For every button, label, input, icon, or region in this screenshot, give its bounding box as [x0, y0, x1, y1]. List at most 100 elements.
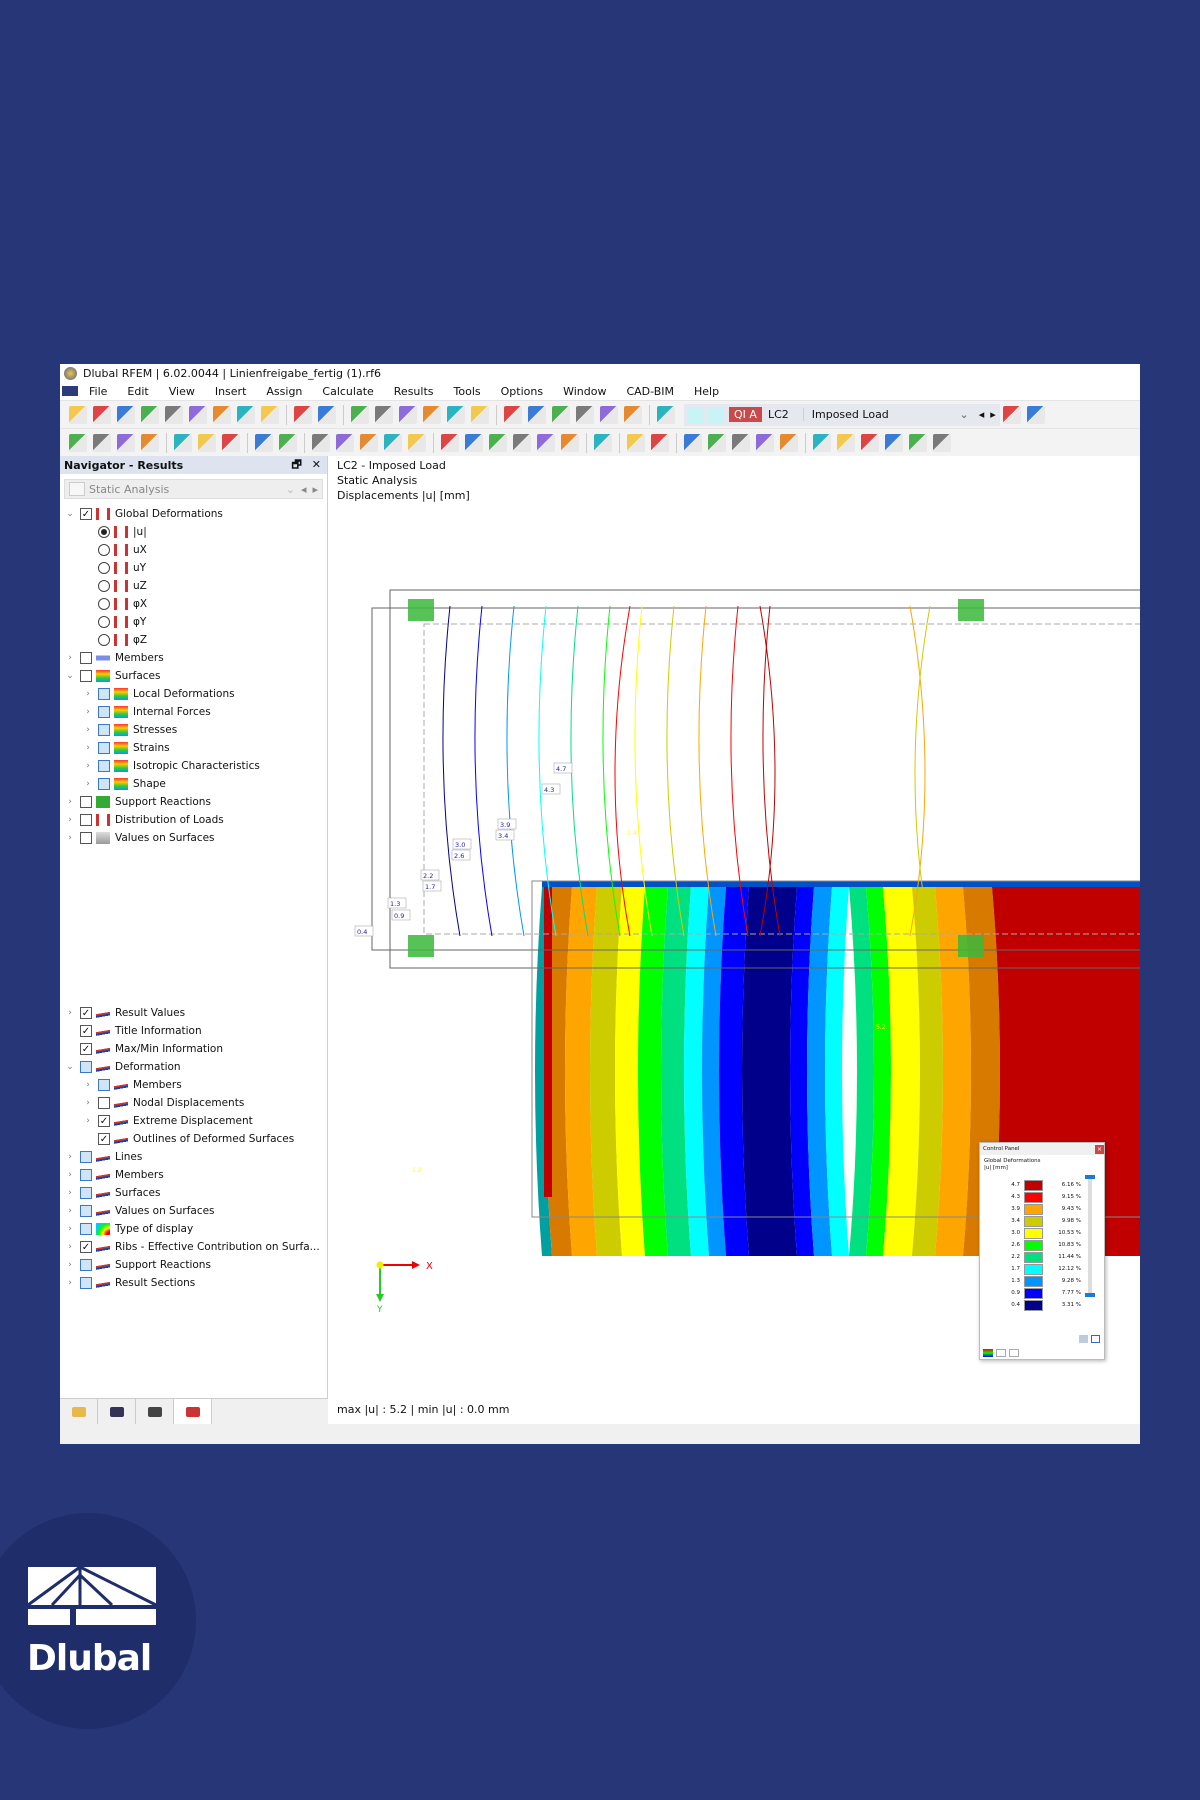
- checkbox[interactable]: [80, 832, 92, 844]
- tree-item[interactable]: uZ: [60, 577, 327, 595]
- recycle-tab-icon[interactable]: [996, 1349, 1006, 1357]
- result-line3-icon[interactable]: [861, 433, 879, 452]
- tree-item[interactable]: › ✓ Ribs - Effective Contribution on Surfa…: [60, 1238, 328, 1256]
- checkbox[interactable]: [98, 760, 110, 772]
- radio-button[interactable]: [98, 616, 110, 628]
- table-icon[interactable]: [351, 405, 369, 424]
- tree-item[interactable]: ✓ Max/Min Information: [60, 1040, 328, 1058]
- surface-result-icon[interactable]: [708, 433, 726, 452]
- chevron-right-icon[interactable]: ›: [86, 689, 90, 699]
- tree-item[interactable]: › Strains: [60, 739, 327, 757]
- print-icon[interactable]: [213, 405, 231, 424]
- load-up-icon[interactable]: [624, 405, 642, 424]
- tree-item[interactable]: › Internal Forces: [60, 703, 327, 721]
- menu-results[interactable]: Results: [393, 384, 434, 398]
- chevron-down-icon[interactable]: ⌄: [66, 671, 74, 681]
- line-result-icon[interactable]: [780, 433, 798, 452]
- tree-item[interactable]: › Local Deformations: [60, 685, 327, 703]
- checkbox[interactable]: [80, 1205, 92, 1217]
- tree-item[interactable]: › Stresses: [60, 721, 327, 739]
- tree-item[interactable]: › Lines: [60, 1148, 328, 1166]
- float-panel-icon[interactable]: 🗗: [291, 457, 302, 471]
- tree-item[interactable]: › ✓ Result Values: [60, 1004, 328, 1022]
- member-support-icon[interactable]: [198, 433, 216, 452]
- solid-result-icon[interactable]: [732, 433, 750, 452]
- smooth-icon[interactable]: [909, 433, 927, 452]
- checkbox[interactable]: [80, 1223, 92, 1235]
- nodal-load-icon[interactable]: [441, 433, 459, 452]
- color-table-icon[interactable]: [399, 405, 417, 424]
- document-icon[interactable]: [261, 405, 279, 424]
- polyline-icon[interactable]: [141, 433, 159, 452]
- parallelogram-icon[interactable]: [504, 405, 522, 424]
- next-arrow-icon[interactable]: ▸: [312, 482, 318, 496]
- checkbox[interactable]: [80, 670, 92, 682]
- tree-item[interactable]: › Members: [60, 1166, 328, 1184]
- tree-item[interactable]: › Result Sections: [60, 1274, 328, 1292]
- chevron-right-icon[interactable]: ›: [68, 1152, 72, 1162]
- chevron-right-icon[interactable]: ›: [86, 725, 90, 735]
- chevron-right-icon[interactable]: ›: [86, 707, 90, 717]
- checkbox[interactable]: [80, 1061, 92, 1073]
- menu-view[interactable]: View: [168, 384, 195, 398]
- close-icon[interactable]: ×: [1095, 1144, 1104, 1154]
- dimension-icon[interactable]: [255, 433, 273, 452]
- checkbox[interactable]: [80, 1187, 92, 1199]
- 3d-viewport[interactable]: LC2 - Imposed Load Static Analysis Displ…: [330, 456, 1140, 1424]
- script-icon[interactable]: [447, 405, 465, 424]
- chevron-right-icon[interactable]: ›: [68, 833, 72, 843]
- chevron-right-icon[interactable]: ›: [86, 1116, 90, 1126]
- checkbox[interactable]: [98, 688, 110, 700]
- tree-item[interactable]: φX: [60, 595, 327, 613]
- surface-icon[interactable]: [312, 433, 330, 452]
- menu-edit[interactable]: Edit: [127, 384, 149, 398]
- view-tab-button[interactable]: [98, 1399, 136, 1424]
- menu-tools[interactable]: Tools: [453, 384, 481, 398]
- tree-item[interactable]: uY: [60, 559, 327, 577]
- checkbox[interactable]: ✓: [80, 1043, 92, 1055]
- tree-item[interactable]: › Shape: [60, 775, 327, 793]
- tree-item[interactable]: › Support Reactions: [60, 1256, 328, 1274]
- tree-item[interactable]: › Isotropic Characteristics: [60, 757, 327, 775]
- legend-tab-icon[interactable]: [983, 1349, 993, 1357]
- prev-load-case-icon[interactable]: ◂: [978, 408, 985, 421]
- checkbox[interactable]: [80, 1169, 92, 1181]
- chevron-right-icon[interactable]: ›: [86, 779, 90, 789]
- chevron-right-icon[interactable]: ›: [68, 1260, 72, 1270]
- checkbox[interactable]: ✓: [80, 508, 92, 520]
- result-line-icon[interactable]: [813, 433, 831, 452]
- menu-help[interactable]: Help: [694, 384, 720, 398]
- tree-item[interactable]: › Members: [60, 649, 327, 667]
- menu-assign[interactable]: Assign: [266, 384, 303, 398]
- tree-item[interactable]: › Support Reactions: [60, 793, 327, 811]
- line-icon[interactable]: [93, 433, 111, 452]
- report-icon[interactable]: [237, 405, 255, 424]
- load-case-selector[interactable]: QI A LC2 Imposed Load ⌄ ◂ ▸: [684, 403, 1000, 426]
- opening-icon[interactable]: [360, 433, 378, 452]
- deformation-icon[interactable]: [627, 433, 645, 452]
- box-icon[interactable]: [408, 433, 426, 452]
- chevron-right-icon[interactable]: ›: [86, 761, 90, 771]
- webservice-icon[interactable]: [141, 405, 159, 424]
- checkbox[interactable]: [80, 652, 92, 664]
- new-model-icon[interactable]: [69, 405, 87, 424]
- tree-item[interactable]: ⌄ ✓ Global Deformations: [60, 505, 327, 523]
- tree-item[interactable]: › ✓ Extreme Displacement: [60, 1112, 328, 1130]
- close-icon[interactable]: ✕: [311, 457, 321, 471]
- tree-item[interactable]: › Members: [60, 1076, 328, 1094]
- redo-icon[interactable]: [318, 405, 336, 424]
- load-wizard-icon[interactable]: [600, 405, 618, 424]
- chevron-right-icon[interactable]: ›: [68, 653, 72, 663]
- target-icon[interactable]: [528, 405, 546, 424]
- reaction-icon[interactable]: [756, 433, 774, 452]
- chevron-right-icon[interactable]: ›: [68, 1278, 72, 1288]
- tree-item[interactable]: › Values on Surfaces: [60, 829, 327, 847]
- settings-icon[interactable]: [1079, 1335, 1088, 1343]
- tree-item[interactable]: › Surfaces: [60, 1184, 328, 1202]
- checkbox[interactable]: [80, 1151, 92, 1163]
- analysis-type-select[interactable]: Static Analysis ⌄ ◂ ▸: [64, 479, 323, 499]
- radio-button[interactable]: [98, 598, 110, 610]
- tree-item[interactable]: ✓ Title Information: [60, 1022, 328, 1040]
- chevron-right-icon[interactable]: ›: [68, 1188, 72, 1198]
- tree-item[interactable]: › Distribution of Loads: [60, 811, 327, 829]
